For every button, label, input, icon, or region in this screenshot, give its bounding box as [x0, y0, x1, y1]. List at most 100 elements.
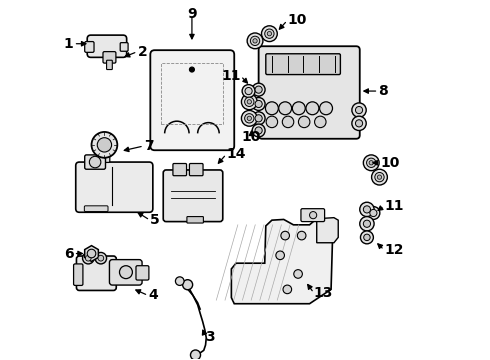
FancyBboxPatch shape: [76, 256, 116, 291]
FancyBboxPatch shape: [120, 42, 128, 51]
Circle shape: [306, 102, 319, 115]
FancyBboxPatch shape: [85, 41, 94, 52]
Text: 14: 14: [226, 147, 246, 161]
Circle shape: [360, 202, 374, 217]
FancyBboxPatch shape: [163, 170, 223, 222]
Bar: [161, 63, 223, 125]
Circle shape: [255, 127, 262, 134]
Circle shape: [242, 94, 257, 110]
Circle shape: [315, 116, 326, 128]
FancyBboxPatch shape: [74, 264, 83, 285]
Circle shape: [247, 33, 263, 49]
Circle shape: [255, 100, 262, 108]
Circle shape: [355, 107, 363, 114]
Circle shape: [82, 252, 94, 264]
Circle shape: [279, 102, 292, 115]
Polygon shape: [85, 246, 98, 261]
Circle shape: [352, 103, 366, 117]
Circle shape: [262, 26, 277, 41]
Text: 3: 3: [205, 330, 215, 344]
Text: 5: 5: [150, 213, 160, 227]
Text: 13: 13: [314, 286, 333, 300]
Circle shape: [87, 249, 96, 258]
FancyBboxPatch shape: [103, 51, 116, 63]
Circle shape: [294, 270, 302, 278]
Circle shape: [364, 155, 379, 171]
Circle shape: [367, 158, 376, 167]
Circle shape: [253, 39, 257, 43]
Circle shape: [191, 350, 200, 360]
Text: 7: 7: [144, 139, 153, 153]
Circle shape: [183, 280, 193, 290]
Circle shape: [247, 100, 251, 104]
Circle shape: [265, 29, 274, 39]
Circle shape: [242, 111, 257, 126]
Text: 11: 11: [221, 69, 241, 83]
Circle shape: [361, 231, 373, 244]
Circle shape: [242, 85, 255, 98]
Circle shape: [364, 220, 370, 227]
Circle shape: [175, 277, 184, 285]
Circle shape: [92, 132, 117, 158]
Circle shape: [319, 102, 333, 115]
FancyBboxPatch shape: [173, 163, 187, 176]
Circle shape: [98, 255, 104, 261]
Circle shape: [190, 67, 195, 72]
Circle shape: [377, 175, 382, 179]
FancyBboxPatch shape: [187, 217, 203, 223]
Circle shape: [252, 112, 265, 125]
Text: 1: 1: [64, 37, 74, 51]
Circle shape: [364, 234, 370, 240]
Circle shape: [252, 124, 265, 137]
Circle shape: [266, 102, 278, 115]
Circle shape: [360, 217, 374, 231]
FancyBboxPatch shape: [136, 266, 149, 280]
Text: 10: 10: [287, 13, 307, 27]
Circle shape: [364, 206, 370, 213]
Text: 8: 8: [378, 84, 388, 98]
Circle shape: [247, 116, 251, 121]
Text: 11: 11: [384, 199, 404, 213]
Text: 2: 2: [137, 45, 147, 59]
Circle shape: [245, 114, 254, 123]
FancyBboxPatch shape: [190, 163, 203, 176]
Circle shape: [375, 172, 384, 182]
Circle shape: [293, 102, 305, 115]
Circle shape: [369, 161, 373, 165]
FancyBboxPatch shape: [87, 35, 126, 57]
Polygon shape: [317, 218, 338, 243]
Circle shape: [282, 116, 294, 128]
Circle shape: [266, 116, 278, 128]
FancyBboxPatch shape: [107, 60, 112, 69]
FancyBboxPatch shape: [259, 46, 360, 139]
Circle shape: [283, 285, 292, 294]
Circle shape: [250, 36, 260, 45]
Text: 4: 4: [148, 288, 158, 302]
FancyBboxPatch shape: [301, 209, 324, 222]
FancyBboxPatch shape: [150, 50, 234, 150]
Circle shape: [297, 231, 306, 240]
Circle shape: [245, 97, 254, 107]
FancyBboxPatch shape: [85, 155, 105, 169]
Circle shape: [367, 207, 380, 220]
Text: 9: 9: [187, 7, 197, 21]
Circle shape: [370, 210, 377, 217]
Circle shape: [252, 83, 265, 96]
Circle shape: [89, 156, 101, 168]
Text: 10: 10: [381, 156, 400, 170]
Circle shape: [267, 32, 271, 36]
Circle shape: [245, 87, 252, 95]
FancyBboxPatch shape: [99, 146, 110, 162]
Circle shape: [276, 251, 285, 260]
FancyBboxPatch shape: [84, 206, 108, 212]
FancyBboxPatch shape: [76, 162, 153, 212]
Circle shape: [352, 116, 366, 131]
Text: 6: 6: [64, 247, 74, 261]
Text: 12: 12: [384, 243, 404, 257]
Text: 10: 10: [242, 130, 261, 144]
Circle shape: [97, 138, 112, 152]
Circle shape: [355, 120, 363, 127]
FancyBboxPatch shape: [109, 260, 142, 285]
Circle shape: [95, 252, 107, 264]
FancyBboxPatch shape: [266, 54, 341, 75]
